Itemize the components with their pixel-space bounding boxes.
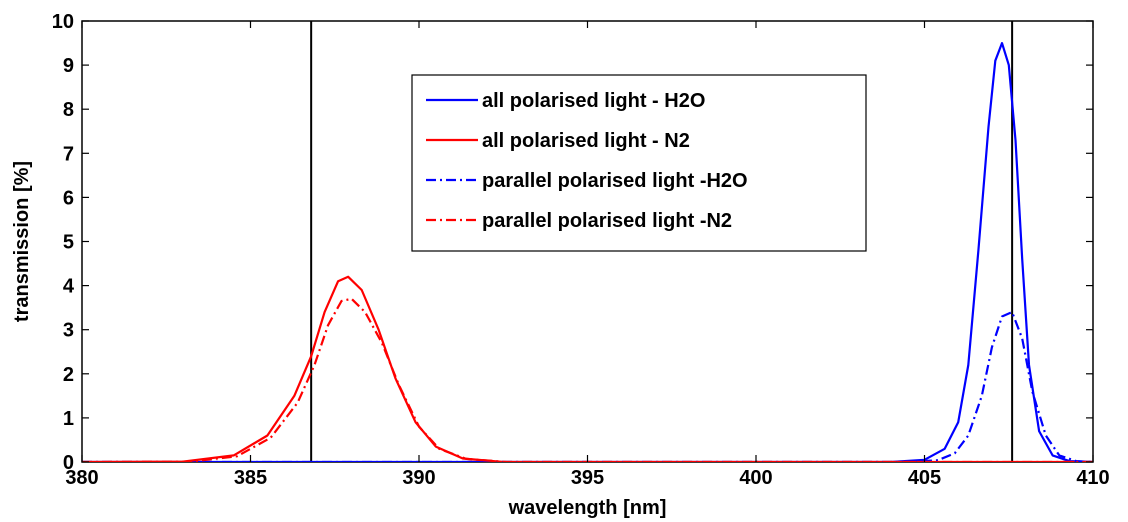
y-tick-label: 5: [63, 232, 74, 254]
legend-label: parallel polarised light -H2O: [482, 170, 748, 192]
legend-label: all polarised light - H2O: [482, 90, 705, 112]
y-axis-label: transmission [%]: [11, 161, 33, 322]
y-tick-label: 0: [63, 452, 74, 474]
y-axis-ticks: 0 1 2 3 4 5 6 7 8 9 10: [52, 11, 1093, 474]
series-line: [82, 41, 1093, 462]
x-tick-label: 385: [234, 467, 267, 489]
y-tick-label: 6: [63, 187, 74, 209]
series-line: [82, 275, 1093, 462]
plot-area: 380 385 390 395 400 405 410 0 1 2 3 4 5 6 7 8 9 10: [52, 11, 1110, 489]
legend-label: all polarised light - N2: [482, 130, 690, 152]
x-tick-label: 405: [908, 467, 941, 489]
y-tick-label: 10: [52, 11, 74, 33]
x-tick-label: 400: [739, 467, 772, 489]
series-layer: [82, 41, 1093, 462]
y-tick-label: 3: [63, 320, 74, 342]
y-tick-label: 8: [63, 99, 74, 121]
y-tick-label: 4: [63, 276, 75, 298]
y-tick-label: 2: [63, 364, 74, 386]
series-line: [82, 297, 1093, 462]
x-axis-label: wavelength [nm]: [508, 497, 667, 519]
legend-label: parallel polarised light -N2: [482, 210, 732, 232]
x-tick-label: 410: [1076, 467, 1109, 489]
x-tick-label: 390: [402, 467, 435, 489]
x-axis-ticks: 380 385 390 395 400 405 410: [65, 21, 1110, 489]
y-tick-label: 9: [63, 55, 74, 77]
legend-box: [411, 74, 867, 252]
series-line: [82, 311, 1093, 462]
legend: all polarised light - H2O all polarised l…: [411, 74, 867, 252]
y-tick-label: 7: [63, 143, 74, 165]
x-tick-label: 380: [65, 467, 98, 489]
x-tick-label: 395: [571, 467, 604, 489]
y-tick-label: 1: [63, 408, 74, 430]
